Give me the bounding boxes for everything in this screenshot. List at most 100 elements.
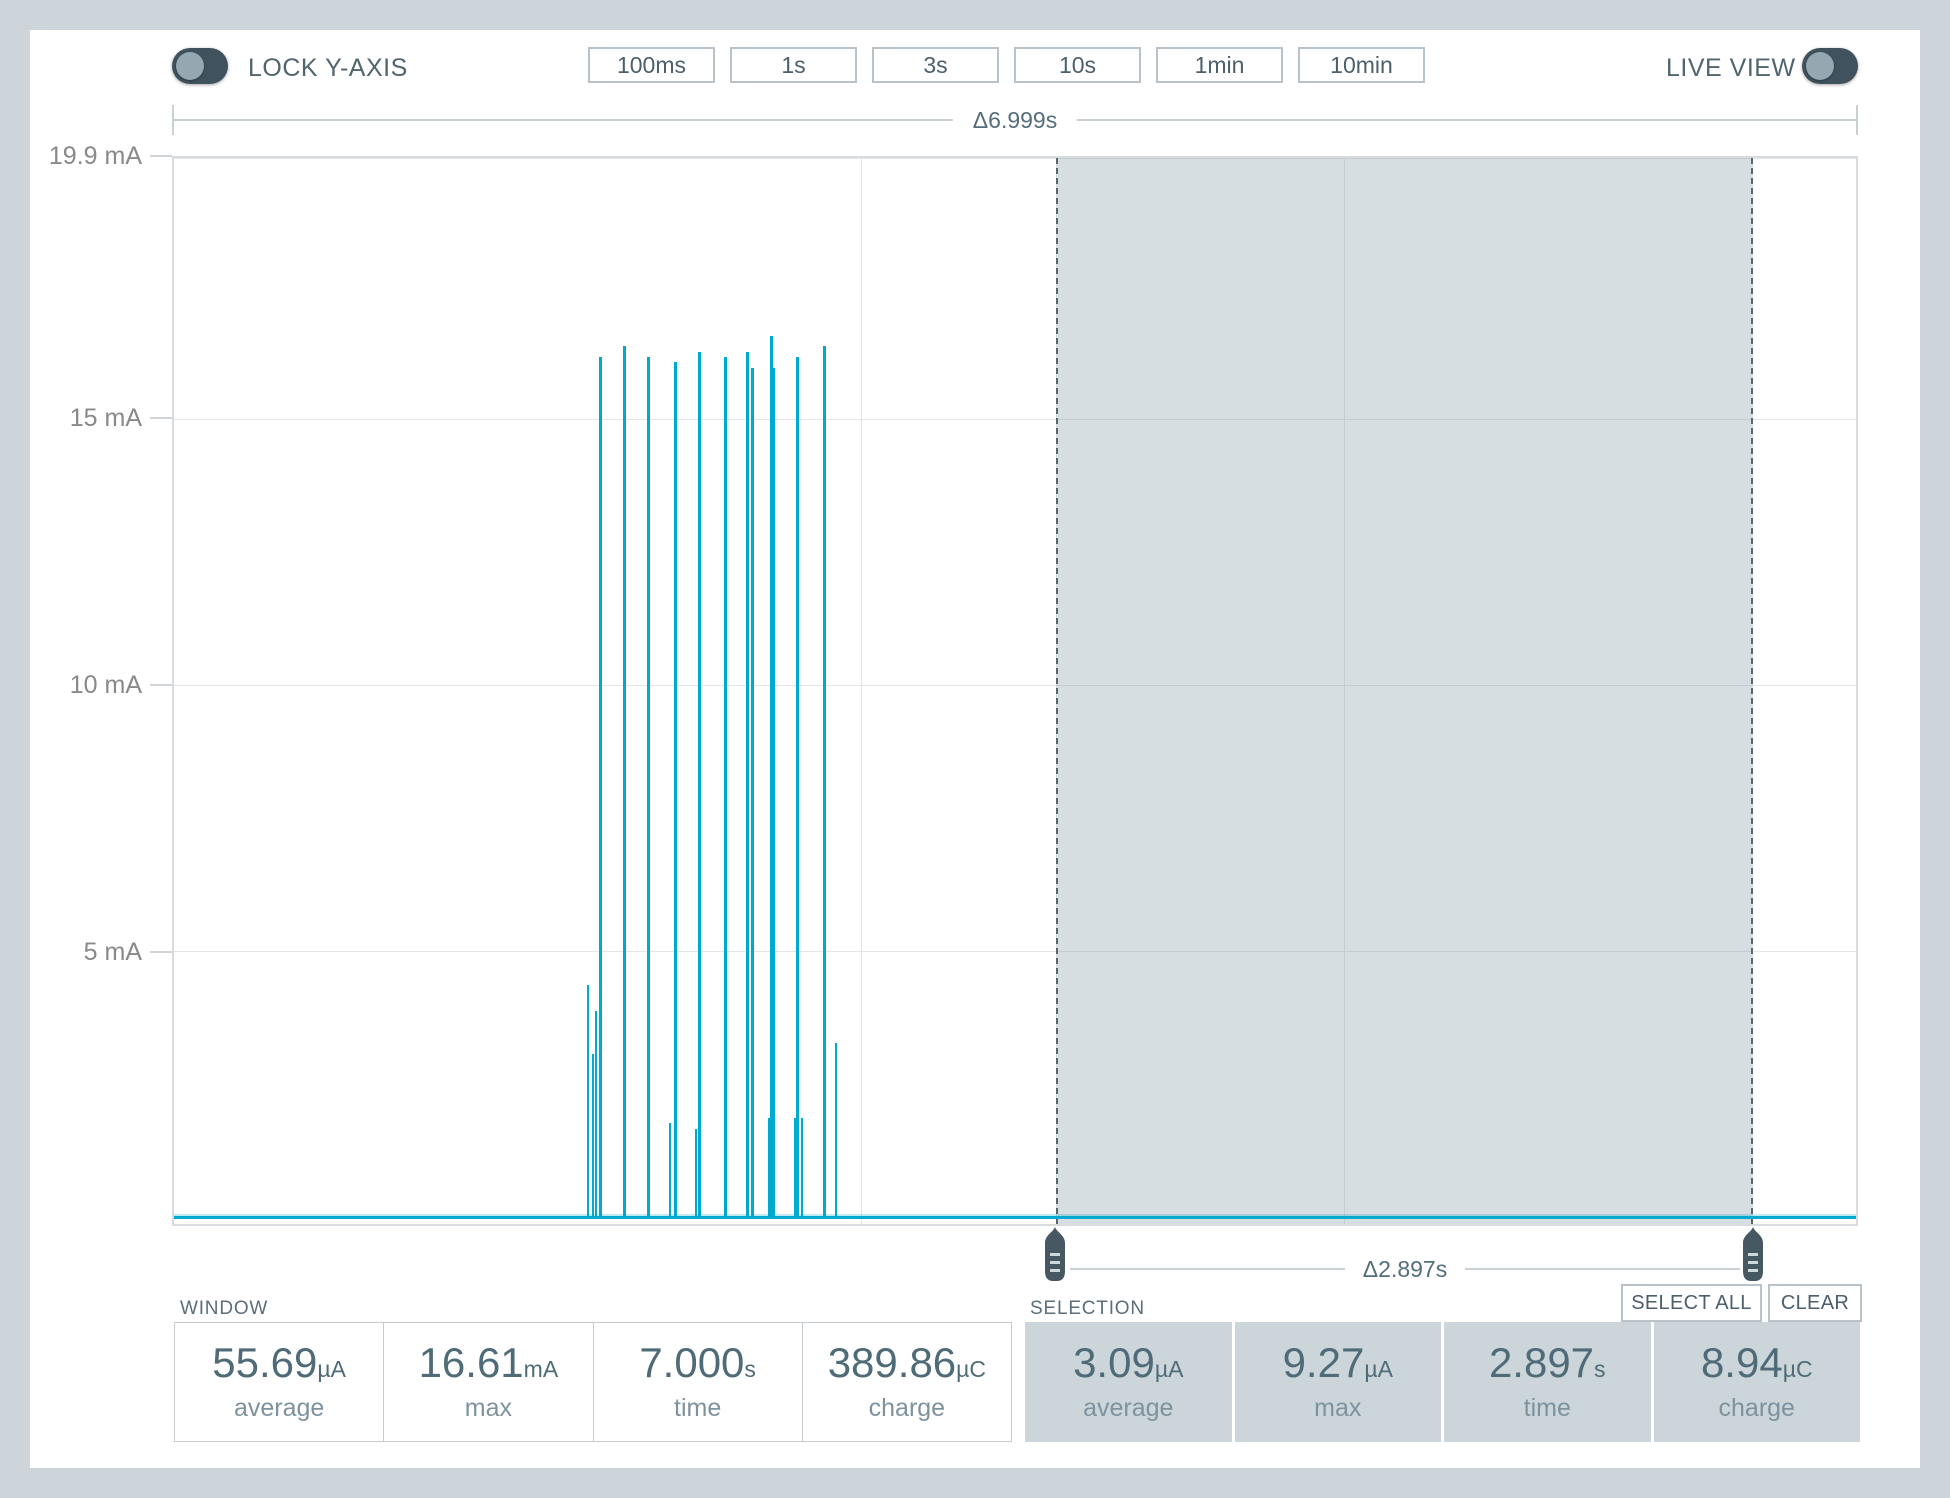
stat-value: 16.61: [418, 1338, 524, 1386]
selection-time-cell: 2.897s time: [1444, 1322, 1651, 1442]
stat-label: charge: [1718, 1393, 1795, 1422]
y-gridline: [174, 418, 1856, 420]
selection-handle-left[interactable]: [1043, 1226, 1067, 1282]
selection-action-buttons: SELECT ALL CLEAR: [1621, 1284, 1862, 1322]
stat-unit: µC: [956, 1355, 987, 1382]
toggle-knob-icon: [1806, 52, 1834, 80]
selection-section-title: SELECTION: [1030, 1298, 1145, 1319]
y-axis-tick: [150, 684, 172, 686]
window-average-cell: 55.69µA average: [175, 1323, 383, 1441]
current-spike: [594, 1011, 597, 1219]
stat-unit: µA: [1154, 1355, 1184, 1382]
current-spike: [772, 367, 776, 1219]
stat-unit: µA: [1364, 1355, 1393, 1382]
current-spike: [822, 346, 826, 1219]
live-view-label: LIVE VIEW: [1666, 54, 1796, 82]
stat-unit: mA: [523, 1355, 559, 1382]
selection-handle-right[interactable]: [1741, 1226, 1765, 1282]
y-gridline: [174, 158, 1856, 159]
window-charge-cell: 389.86µC charge: [801, 1323, 1011, 1441]
current-spike: [834, 1043, 837, 1219]
selection-charge-cell: 8.94µC charge: [1653, 1322, 1860, 1442]
bracket-left-tick: [172, 105, 174, 135]
stat-value: 7.000: [639, 1338, 745, 1386]
y-gridline: [174, 684, 1856, 686]
y-gridline: [174, 950, 1856, 952]
current-spike: [599, 356, 603, 1219]
selection-region[interactable]: [1055, 158, 1753, 1224]
window-delta-bracket: Δ6.999s: [172, 105, 1858, 135]
stat-label: time: [1523, 1393, 1571, 1422]
window-button-1min[interactable]: 1min: [1156, 47, 1283, 83]
x-gridline: [861, 158, 863, 1224]
current-spike: [623, 346, 627, 1219]
y-axis-label-10ma: 10 mA: [69, 671, 142, 699]
stat-value: 3.09: [1073, 1338, 1155, 1386]
window-button-10s[interactable]: 10s: [1014, 47, 1141, 83]
stat-label: charge: [868, 1393, 946, 1422]
stat-value: 55.69: [212, 1338, 318, 1386]
selection-average-cell: 3.09µA average: [1025, 1322, 1232, 1442]
time-window-button-group: 100ms 1s 3s 10s 1min 10min: [588, 47, 1425, 83]
selection-stats-row: 3.09µA average 9.27µA max 2.897s time 8.…: [1025, 1322, 1860, 1442]
y-axis-label-5ma: 5 mA: [83, 938, 142, 966]
stat-label: max: [464, 1393, 512, 1422]
ruler-line: [1070, 1268, 1345, 1270]
y-axis-tick: [150, 155, 172, 157]
stat-label: time: [674, 1393, 722, 1422]
select-all-button[interactable]: SELECT ALL: [1621, 1284, 1762, 1322]
stat-unit: s: [1594, 1355, 1606, 1382]
stat-value: 2.897: [1488, 1338, 1595, 1386]
current-spike: [769, 335, 773, 1219]
stat-label: average: [233, 1393, 325, 1422]
stat-unit: µC: [1782, 1355, 1813, 1382]
window-button-10min[interactable]: 10min: [1298, 47, 1425, 83]
lock-y-axis-label: LOCK Y-AXIS: [248, 54, 408, 82]
live-view-toggle[interactable]: [1802, 48, 1858, 84]
stat-value: 8.94: [1700, 1338, 1783, 1386]
current-spike: [673, 362, 677, 1219]
current-spike: [695, 1128, 698, 1219]
current-spike: [587, 984, 590, 1219]
clear-selection-button[interactable]: CLEAR: [1768, 1284, 1862, 1322]
selection-delta-label: Δ2.897s: [1362, 1255, 1448, 1282]
current-spike: [793, 1117, 796, 1219]
window-button-1s[interactable]: 1s: [730, 47, 857, 83]
window-button-3s[interactable]: 3s: [872, 47, 999, 83]
window-stats-row: 55.69µA average 16.61mA max 7.000s time …: [174, 1322, 1012, 1442]
stat-label: average: [1083, 1393, 1174, 1422]
ruler-line: [1465, 1268, 1741, 1270]
selection-max-cell: 9.27µA max: [1234, 1322, 1441, 1442]
current-spike: [668, 1123, 671, 1219]
current-spike: [647, 356, 651, 1219]
chart-plot-area[interactable]: [172, 156, 1858, 1226]
bracket-right-tick: [1856, 105, 1858, 135]
stat-unit: µA: [317, 1355, 346, 1382]
window-section-title: WINDOW: [180, 1298, 269, 1319]
window-delta-label: Δ6.999s: [952, 107, 1078, 134]
y-axis-tick: [150, 951, 172, 953]
window-time-cell: 7.000s time: [592, 1323, 802, 1441]
current-spike: [592, 1054, 595, 1219]
x-gridline: [1344, 158, 1346, 1224]
y-axis-tick: [150, 417, 172, 419]
current-spike: [724, 356, 728, 1219]
window-max-cell: 16.61mA max: [383, 1323, 592, 1441]
current-spike: [697, 351, 701, 1219]
current-spike: [801, 1117, 804, 1219]
profiler-panel: LOCK Y-AXIS 100ms 1s 3s 10s 1min 10min L…: [30, 30, 1920, 1468]
stat-value: 389.86: [827, 1338, 957, 1386]
current-spike: [750, 367, 754, 1219]
y-axis-label-15ma: 15 mA: [69, 404, 142, 432]
selection-delta-ruler: Δ2.897s: [1070, 1254, 1741, 1284]
stat-unit: s: [744, 1355, 756, 1382]
current-spike: [767, 1117, 770, 1219]
stat-value: 9.27: [1282, 1338, 1365, 1386]
baseline-trace: [174, 1216, 1856, 1219]
lock-y-axis-toggle[interactable]: [172, 48, 228, 84]
stat-label: max: [1314, 1393, 1362, 1422]
window-button-100ms[interactable]: 100ms: [588, 47, 715, 83]
current-spike: [745, 351, 749, 1219]
current-spike: [796, 356, 800, 1219]
